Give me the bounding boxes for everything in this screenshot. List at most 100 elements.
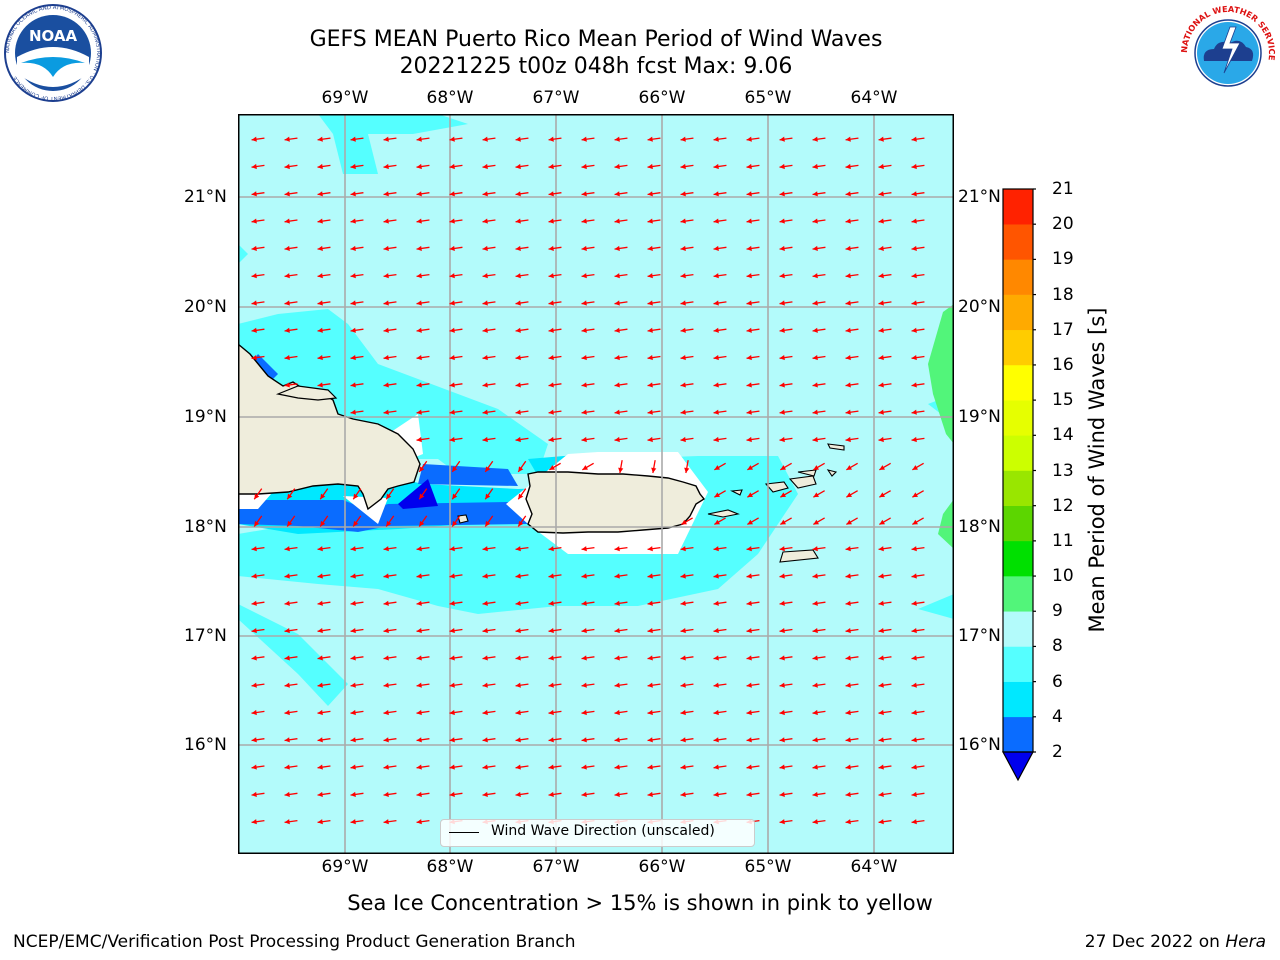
wind-wave-arrow — [812, 737, 826, 743]
wind-wave-arrow — [812, 382, 826, 388]
wind-wave-arrow — [911, 764, 925, 770]
wind-wave-arrow — [911, 245, 925, 251]
wind-wave-arrow — [548, 300, 562, 306]
wind-wave-arrow — [449, 791, 463, 797]
wind-wave-arrow — [878, 191, 892, 197]
wind-wave-arrow — [416, 819, 430, 825]
wind-wave-arrow — [515, 355, 529, 361]
wind-wave-arrow — [746, 682, 760, 688]
wind-wave-arrow — [581, 355, 595, 361]
wind-wave-arrow — [812, 355, 826, 361]
wind-wave-arrow — [878, 163, 892, 170]
wind-wave-arrow — [251, 737, 265, 743]
wind-wave-arrow — [911, 436, 925, 443]
wind-wave-arrow — [713, 245, 727, 251]
wind-wave-arrow — [449, 655, 463, 661]
wind-wave-arrow — [317, 628, 331, 634]
wind-wave-arrow — [911, 163, 925, 170]
wind-wave-arrow — [350, 737, 364, 743]
wind-wave-arrow — [548, 163, 562, 170]
lat-label-right-21n: 21°N — [958, 187, 1001, 207]
wind-wave-arrow — [416, 218, 430, 224]
wind-wave-arrow — [812, 791, 826, 797]
wind-wave-arrow — [779, 273, 793, 279]
wind-wave-arrow — [912, 490, 924, 498]
wind-wave-arrow — [812, 327, 826, 333]
wind-wave-arrow — [482, 273, 496, 279]
colorbar-tick-label: 13 — [1052, 460, 1074, 481]
wind-wave-arrow — [581, 300, 595, 306]
colorbar-band — [1003, 505, 1033, 542]
wind-wave-arrow — [846, 517, 858, 526]
wind-wave-arrow — [779, 628, 793, 634]
colorbar-tick-label: 10 — [1052, 566, 1074, 587]
wind-wave-arrow — [614, 709, 628, 716]
wind-wave-arrow — [284, 709, 298, 716]
wind-wave-arrow — [581, 327, 595, 333]
wind-wave-arrow — [779, 737, 793, 743]
colorbar-band — [1003, 540, 1033, 577]
wind-wave-arrow — [482, 573, 496, 579]
wind-wave-arrow — [779, 573, 793, 579]
wind-wave-arrow — [284, 791, 298, 797]
wind-wave-arrow — [317, 819, 331, 825]
wind-wave-arrow — [515, 300, 529, 306]
wind-wave-arrow — [746, 355, 760, 361]
wind-wave-arrow — [779, 218, 793, 224]
wind-wave-arrow — [515, 709, 529, 716]
wind-wave-arrow — [680, 737, 694, 743]
map-legend: Wind Wave Direction (unscaled) — [440, 819, 755, 847]
wind-wave-arrow — [482, 163, 496, 170]
wind-wave-arrow — [517, 460, 527, 473]
wind-wave-arrow — [911, 682, 925, 688]
wind-wave-arrow — [912, 462, 924, 471]
wind-wave-arrow — [482, 191, 496, 197]
wind-wave-arrow — [812, 819, 826, 825]
wind-wave-arrow — [383, 218, 397, 224]
wind-wave-arrow — [614, 163, 628, 170]
wind-wave-arrow — [317, 709, 331, 716]
wind-wave-arrow — [911, 327, 925, 333]
wind-wave-arrow — [416, 682, 430, 688]
wind-wave-arrow — [482, 382, 496, 388]
wind-wave-arrow — [284, 163, 298, 170]
lon-label-bottom-67w: 67°W — [532, 857, 580, 877]
wind-wave-arrow — [284, 819, 298, 825]
wind-wave-arrow — [647, 573, 661, 579]
wind-wave-arrow — [647, 245, 661, 251]
wind-wave-arrow — [746, 737, 760, 743]
wind-wave-arrow — [614, 573, 628, 579]
wind-wave-arrow — [713, 436, 727, 443]
wind-wave-arrow — [714, 462, 726, 471]
wind-wave-arrow — [484, 515, 494, 527]
wind-wave-arrow — [845, 737, 859, 743]
wind-wave-arrow — [350, 163, 364, 170]
wind-wave-arrow — [845, 136, 859, 142]
wind-wave-arrow — [647, 546, 661, 552]
wind-wave-arrow — [911, 273, 925, 279]
wind-wave-arrow — [779, 409, 793, 415]
colorbar-band — [1003, 364, 1033, 401]
wind-wave-arrow — [878, 409, 892, 415]
colorbar-band — [1003, 400, 1033, 436]
wind-wave-arrow — [350, 709, 364, 716]
wind-wave-arrow — [449, 191, 463, 197]
wind-wave-arrow — [680, 573, 694, 579]
wind-wave-arrow — [878, 355, 892, 361]
wind-wave-arrow — [614, 737, 628, 743]
wind-wave-arrow — [284, 764, 298, 770]
wind-wave-arrow — [317, 300, 331, 306]
wind-wave-arrow — [284, 218, 298, 224]
wind-wave-arrow — [878, 245, 892, 251]
credit-date-text: 27 Dec 2022 on — [1084, 932, 1220, 952]
wind-wave-arrow — [647, 409, 661, 415]
wind-wave-arrow — [911, 191, 925, 197]
wind-wave-arrow — [317, 382, 331, 388]
wind-wave-arrow — [581, 628, 595, 634]
wind-wave-arrow — [449, 382, 463, 388]
wind-wave-arrow — [647, 191, 661, 197]
wind-wave-arrow — [284, 136, 298, 142]
lat-label-left-21n: 21°N — [184, 187, 227, 207]
wind-wave-arrow — [845, 163, 859, 170]
puerto-rico-landmass — [525, 471, 706, 534]
